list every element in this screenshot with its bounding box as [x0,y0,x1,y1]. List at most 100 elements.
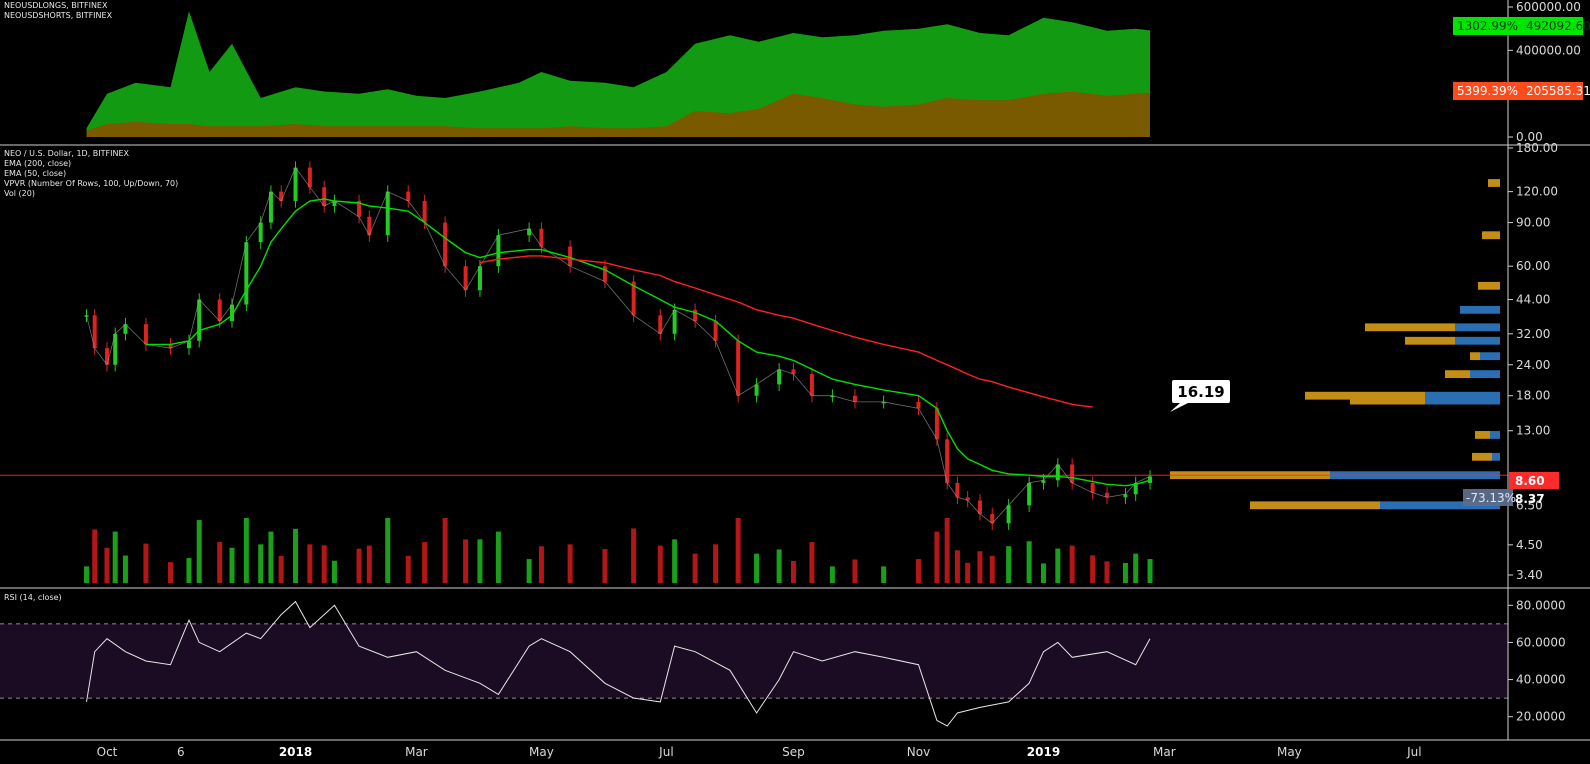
legend-ema200[interactable]: EMA (200, close) [4,159,71,168]
volume-bar [915,559,921,583]
price-candle [1123,494,1128,498]
legend-vpvr[interactable]: VPVR (Number Of Rows, 100, Up/Down, 70) [4,179,178,188]
price-candle [754,384,759,396]
volume-bar [809,542,815,583]
legend-vol[interactable]: Vol (20) [4,189,35,198]
volume-profile-down-bar [1472,452,1492,461]
price-candle [230,304,234,322]
price-candle [672,309,677,334]
volume-profile-down-bar [1350,396,1425,405]
price-panel: 180.00 120.00 90.00 60.00 44.00 32.00 24.00 18.… [0,141,1558,582]
price-candle [367,216,372,236]
price-y-tick-label: 90.00 [1516,216,1550,230]
time-axis-label: Oct [97,745,118,759]
volume-bar [977,551,983,583]
volume-bar [477,539,483,583]
volume-bar [385,518,391,583]
time-axis-label: 6 [177,745,185,759]
volume-profile-down-bar [1488,179,1500,187]
price-candle [422,200,427,223]
volume-bar [112,531,118,583]
ema200-callout-value: 16.19 [1177,383,1224,401]
volume-profile-down-bar [1250,501,1380,510]
rsi-y-tick-label: 40.0000 [1516,673,1566,687]
longs-area [86,11,1150,137]
volume-bar [143,543,149,583]
price-candle [955,482,960,498]
price-candle [965,497,970,501]
price-candle [1105,492,1109,498]
price-candle [977,500,982,514]
price-candle [791,369,796,375]
volume-profile-down-bar [1478,281,1500,290]
price-y-tick-label: 6.50 [1516,498,1543,512]
price-candle [945,439,950,483]
volume-bar [442,518,448,583]
price-candle [830,395,835,398]
price-candle [406,191,411,201]
legend-symbol[interactable]: NEO / U.S. Dollar, 1D, BITFINEX [4,149,130,158]
legend-ema50[interactable]: EMA (50, close) [4,169,66,178]
price-candle [1133,482,1138,495]
price-candle [1148,476,1153,483]
ema-percent-tag: -73.13% 8.37 [1463,489,1545,506]
volume-bar [829,566,835,583]
price-candle [92,315,97,349]
volume-bar [463,539,469,583]
price-candle [197,299,202,341]
legend-rsi[interactable]: RSI (14, close) [4,593,62,602]
volume-profile-up-bar [1455,336,1500,345]
price-candle [1070,464,1075,483]
price-y-tick-label: 4.50 [1516,538,1543,552]
price-candle [322,187,327,206]
price-candle [258,222,263,243]
price-candle [268,191,273,223]
price-candle [1090,482,1095,493]
volume-bar [934,531,940,583]
legend-longs[interactable]: NEOUSDLONGS, BITFINEX [4,1,108,10]
price-candle [881,401,886,404]
price-candle [477,266,482,291]
longs-tag-pct: 1302.99% [1457,19,1518,33]
legend-shorts[interactable]: NEOUSDSHORTS, BITFINEX [4,11,113,20]
volume-profile-up-bar [1455,323,1500,332]
price-candle [168,344,173,349]
volume-bar [168,562,174,583]
rsi-y-tick-label: 60.0000 [1516,635,1566,649]
price-candle [1041,480,1046,483]
price-candle [293,167,298,201]
volume-profile-down-bar [1482,231,1500,240]
rsi-line [86,600,1151,727]
volume-bar [331,560,337,583]
volume-bar [538,546,544,583]
volume-bar [944,518,950,583]
time-axis-label: May [529,745,554,759]
volume-profile-down-bar [1405,336,1455,345]
price-close-line [86,166,1151,524]
volume-bar [1055,548,1061,583]
longs-tag-value: 492092.60 [1526,19,1590,33]
volume-bar [1006,546,1012,583]
volume-bar [356,548,362,583]
volume-bar [84,566,90,583]
volume-bar [657,545,663,583]
volume-bar [243,518,249,583]
volume-bar [495,531,501,583]
volume-bar [122,555,128,583]
volume-bar [965,562,971,583]
price-candle [244,242,249,305]
rsi-panel: 80.0000 60.0000 40.0000 20.0000 [0,598,1566,727]
ema200-callout[interactable]: 16.19 [1170,380,1230,412]
volume-profile-up-bar [1425,391,1500,400]
price-y-tick-label: 18.00 [1516,389,1550,403]
price-candle [713,321,718,341]
price-candle [496,235,501,267]
last-price-value: 8.60 [1515,474,1545,488]
longs-value-tag: 1302.99% 492092.60 [1453,17,1590,35]
volume-bar [186,558,192,583]
volume-bar [881,566,887,583]
volume-profile-up-bar [1480,352,1500,361]
volume-profile-up-bar [1425,396,1500,405]
rsi-y-tick-label: 80.0000 [1516,598,1566,612]
